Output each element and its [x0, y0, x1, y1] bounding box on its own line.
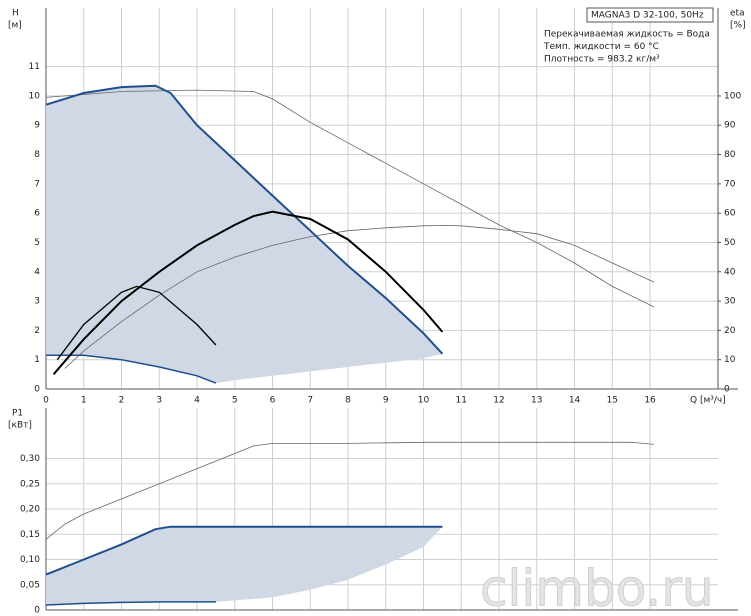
- curve: [45, 89, 654, 308]
- x-tick-label: 11: [456, 396, 467, 406]
- y-tick-label: 5: [34, 238, 40, 248]
- curve: [52, 210, 444, 375]
- curve: [46, 354, 217, 384]
- y-tick-label: 1: [34, 355, 40, 365]
- y-label: P1: [12, 409, 23, 419]
- info-box: [586, 7, 714, 23]
- y-tick-label: 0,10: [20, 555, 40, 565]
- area: [46, 85, 443, 384]
- annotation: Темп. жидкости = 60 °C: [543, 42, 659, 52]
- y2-tick-label: 30: [724, 297, 736, 307]
- info-box-title: MAGNA3 D 32-100, 50Hz: [591, 11, 704, 21]
- y2-unit: [%]: [730, 21, 746, 31]
- x-tick-label: 1: [81, 396, 87, 406]
- y2-tick-label: 10: [724, 355, 736, 365]
- y-tick-label: 8: [34, 150, 40, 160]
- x-label: Q [м³/ч]: [690, 396, 726, 406]
- y-tick-label: 10: [29, 91, 41, 101]
- y2-tick-label: 100: [724, 91, 741, 101]
- x-tick-label: 15: [607, 396, 618, 406]
- y-tick-label: 4: [34, 267, 40, 277]
- annotation: Перекачиваемая жидкость = Вода: [544, 30, 710, 40]
- x-tick-label: 4: [194, 396, 200, 406]
- y-tick-label: 0,20: [20, 505, 40, 515]
- y2-tick-label: 80: [724, 150, 736, 160]
- x-tick-label: 3: [156, 396, 162, 406]
- curve: [45, 84, 444, 355]
- watermark: climbo.ru: [480, 560, 714, 616]
- y2-tick-label: 70: [724, 179, 736, 189]
- y-tick-label: 0: [34, 606, 40, 616]
- x-tick-label: 2: [119, 396, 125, 406]
- y2-tick-label: 20: [724, 326, 736, 336]
- y-tick-label: 0,25: [20, 479, 40, 489]
- y-tick-label: 0: [34, 385, 40, 395]
- x-tick-label: 5: [232, 396, 238, 406]
- x-tick-label: 14: [569, 396, 581, 406]
- curve: [45, 525, 443, 576]
- x-tick-label: 16: [644, 396, 656, 406]
- curve: [45, 441, 654, 540]
- x-tick-label: 8: [345, 396, 351, 406]
- y-label: H: [12, 9, 19, 19]
- annotation: Плотность = 983.2 кг/м³: [544, 55, 660, 65]
- y2-tick-label: 50: [724, 238, 736, 248]
- y-tick-label: 0,05: [20, 580, 40, 590]
- y-tick-label: 11: [29, 62, 40, 72]
- y2-label: eta: [730, 9, 745, 19]
- x-tick-label: 13: [531, 396, 542, 406]
- y-tick-label: 6: [34, 209, 40, 219]
- y2-tick-label: 60: [724, 209, 736, 219]
- y-tick-label: 2: [34, 326, 40, 336]
- y-tick-label: 3: [34, 297, 40, 307]
- x-tick-label: 0: [43, 396, 49, 406]
- curve: [45, 601, 216, 606]
- y2-tick-label: 90: [724, 121, 736, 131]
- y-unit: [м]: [8, 21, 22, 31]
- y-tick-label: 7: [34, 179, 40, 189]
- curve: [64, 225, 654, 369]
- x-tick-label: 12: [493, 396, 504, 406]
- y-tick-label: 9: [34, 121, 40, 131]
- x-tick-label: 6: [270, 396, 276, 406]
- y-unit: [кВт]: [8, 421, 32, 431]
- area: [46, 526, 443, 605]
- y2-tick-label: 40: [724, 267, 736, 277]
- x-tick-label: 7: [307, 396, 313, 406]
- y-tick-label: 0,15: [20, 530, 40, 540]
- curve: [56, 285, 217, 361]
- y-tick-label: 0,30: [20, 454, 40, 464]
- x-tick-label: 10: [418, 396, 430, 406]
- x-tick-label: 9: [383, 396, 389, 406]
